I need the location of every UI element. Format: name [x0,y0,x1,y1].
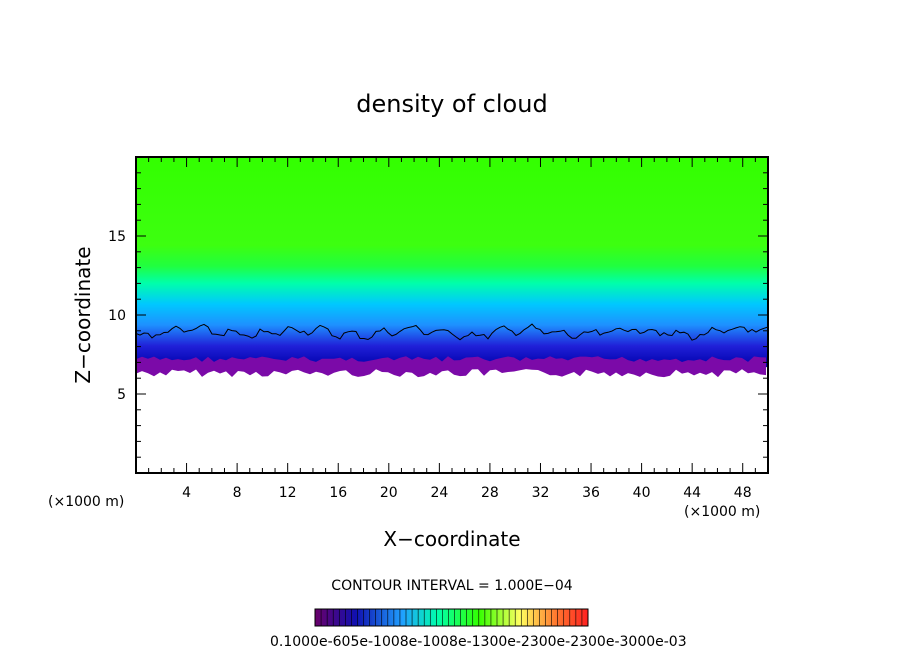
cloud-base-band [136,356,766,378]
y-tick-label: 10 [108,308,126,324]
y-tick-label: 15 [108,229,126,245]
contour-interval-text: CONTOUR INTERVAL = 1.000E−04 [331,578,572,594]
y-tick-label: 5 [117,387,126,403]
x-tick-label: 32 [532,485,550,501]
x-tick-label: 48 [734,485,752,501]
cloud-density-field [136,157,768,378]
colorbar-labels: 0.1000e-605e-1008e-1008e-1300e-2300e-230… [270,634,687,650]
x-axis-unit-left: (×1000 m) [48,494,124,510]
y-axis-title: Z−coordinate [71,246,95,383]
y-axis-ticks: 5 10 15 [108,172,768,458]
x-tick-label: 20 [380,485,398,501]
x-tick-label: 28 [481,485,499,501]
x-tick-label: 4 [182,485,191,501]
x-tick-label: 40 [633,485,651,501]
x-tick-label: 12 [279,485,297,501]
upper-density-region [136,157,768,368]
colorbar-ticks [314,609,589,626]
x-axis-title: X−coordinate [383,527,520,551]
x-tick-label: 36 [582,485,600,501]
x-tick-label: 24 [430,485,448,501]
x-axis-ticks: 4 8 12 16 20 24 28 32 36 40 44 48 [148,157,756,501]
chart-title: density of cloud [356,90,547,118]
contour-line [136,323,768,341]
x-axis-unit-right: (×1000 m) [684,504,760,520]
x-tick-label: 44 [683,485,701,501]
colorbar [314,608,589,627]
x-tick-label: 8 [233,485,242,501]
x-tick-label: 16 [329,485,347,501]
